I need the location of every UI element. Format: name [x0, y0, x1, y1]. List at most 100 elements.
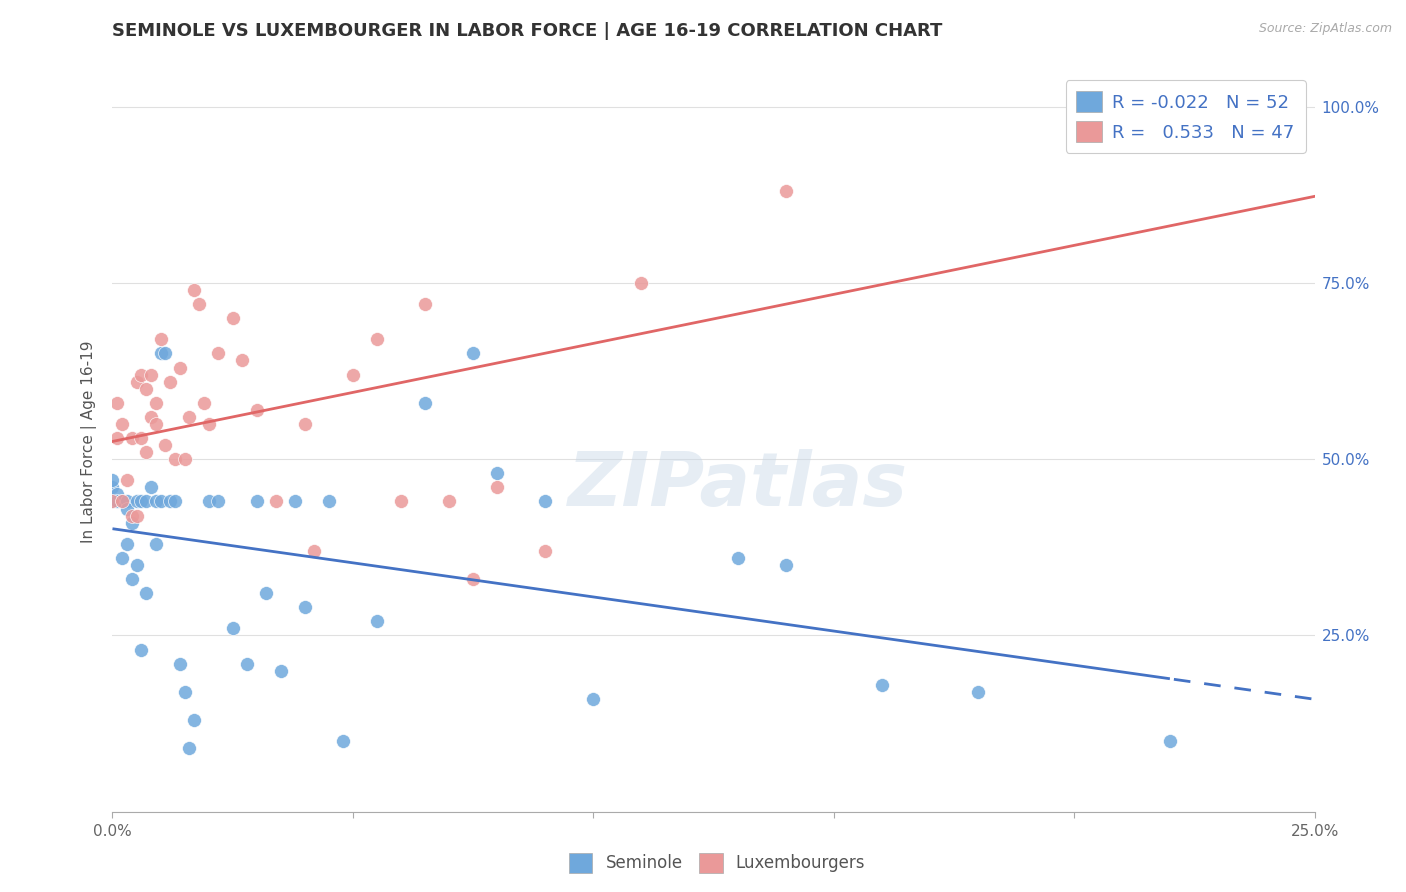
- Point: [173, 452, 195, 467]
- Point: [222, 311, 245, 326]
- Point: [159, 494, 181, 508]
- Point: [366, 332, 388, 346]
- Point: [534, 494, 557, 508]
- Point: [125, 558, 148, 572]
- Point: [145, 396, 167, 410]
- Legend: R = -0.022   N = 52, R =   0.533   N = 47: R = -0.022 N = 52, R = 0.533 N = 47: [1066, 80, 1306, 153]
- Point: [135, 494, 157, 508]
- Point: [727, 550, 749, 565]
- Point: [246, 494, 269, 508]
- Point: [775, 184, 797, 198]
- Point: [461, 572, 484, 586]
- Point: [318, 494, 340, 508]
- Text: Source: ZipAtlas.com: Source: ZipAtlas.com: [1258, 22, 1392, 36]
- Point: [139, 409, 162, 424]
- Point: [139, 368, 162, 382]
- Point: [179, 409, 201, 424]
- Point: [125, 494, 148, 508]
- Point: [115, 501, 138, 516]
- Point: [222, 621, 245, 635]
- Point: [111, 550, 134, 565]
- Point: [270, 664, 292, 678]
- Point: [101, 473, 124, 487]
- Point: [461, 346, 484, 360]
- Point: [193, 396, 215, 410]
- Point: [149, 494, 172, 508]
- Y-axis label: In Labor Force | Age 16-19: In Labor Force | Age 16-19: [80, 340, 97, 543]
- Point: [105, 494, 128, 508]
- Point: [121, 516, 143, 530]
- Point: [332, 734, 354, 748]
- Point: [437, 494, 460, 508]
- Point: [1159, 734, 1181, 748]
- Point: [207, 494, 229, 508]
- Point: [131, 494, 153, 508]
- Point: [264, 494, 287, 508]
- Point: [197, 494, 219, 508]
- Point: [183, 283, 205, 297]
- Point: [967, 685, 990, 699]
- Point: [155, 438, 177, 452]
- Point: [294, 417, 316, 431]
- Point: [173, 685, 195, 699]
- Point: [169, 657, 191, 671]
- Point: [486, 480, 509, 494]
- Point: [131, 642, 153, 657]
- Point: [105, 396, 128, 410]
- Point: [231, 353, 253, 368]
- Point: [294, 600, 316, 615]
- Point: [188, 297, 211, 311]
- Point: [115, 473, 138, 487]
- Point: [105, 487, 128, 501]
- Point: [149, 346, 172, 360]
- Point: [111, 494, 134, 508]
- Point: [125, 375, 148, 389]
- Point: [145, 537, 167, 551]
- Point: [121, 508, 143, 523]
- Point: [775, 558, 797, 572]
- Point: [101, 480, 124, 494]
- Point: [1159, 93, 1181, 107]
- Point: [135, 586, 157, 600]
- Point: [197, 417, 219, 431]
- Point: [342, 368, 364, 382]
- Point: [101, 494, 124, 508]
- Point: [304, 544, 326, 558]
- Point: [131, 368, 153, 382]
- Point: [111, 417, 134, 431]
- Point: [582, 692, 605, 706]
- Legend: Seminole, Luxembourgers: Seminole, Luxembourgers: [562, 847, 872, 880]
- Point: [207, 346, 229, 360]
- Point: [149, 332, 172, 346]
- Point: [145, 494, 167, 508]
- Point: [155, 346, 177, 360]
- Point: [284, 494, 307, 508]
- Point: [246, 402, 269, 417]
- Point: [486, 467, 509, 481]
- Point: [630, 276, 652, 290]
- Point: [254, 586, 277, 600]
- Point: [135, 382, 157, 396]
- Point: [236, 657, 259, 671]
- Point: [135, 445, 157, 459]
- Point: [131, 431, 153, 445]
- Point: [125, 508, 148, 523]
- Point: [389, 494, 412, 508]
- Point: [163, 452, 186, 467]
- Point: [413, 297, 436, 311]
- Point: [413, 396, 436, 410]
- Point: [139, 480, 162, 494]
- Point: [179, 741, 201, 756]
- Point: [534, 544, 557, 558]
- Point: [105, 431, 128, 445]
- Point: [121, 431, 143, 445]
- Point: [870, 678, 893, 692]
- Point: [111, 494, 134, 508]
- Point: [159, 375, 181, 389]
- Point: [115, 494, 138, 508]
- Point: [163, 494, 186, 508]
- Text: SEMINOLE VS LUXEMBOURGER IN LABOR FORCE | AGE 16-19 CORRELATION CHART: SEMINOLE VS LUXEMBOURGER IN LABOR FORCE …: [112, 22, 943, 40]
- Point: [115, 537, 138, 551]
- Point: [366, 615, 388, 629]
- Point: [121, 572, 143, 586]
